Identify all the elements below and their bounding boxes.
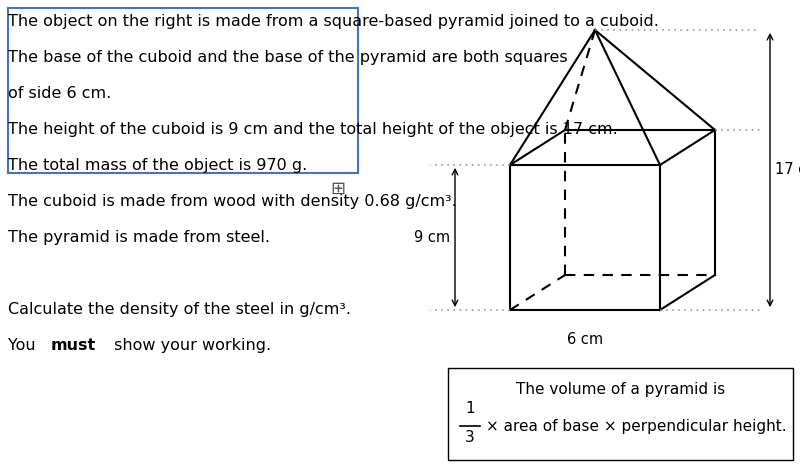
Text: The base of the cuboid and the base of the pyramid are both squares: The base of the cuboid and the base of t…: [8, 50, 568, 65]
Text: The cuboid is made from wood with density 0.68 g/cm³.: The cuboid is made from wood with densit…: [8, 194, 457, 209]
Text: 6 cm: 6 cm: [567, 332, 603, 347]
Text: You: You: [8, 338, 41, 353]
Text: The height of the cuboid is 9 cm and the total height of the object is 17 cm.: The height of the cuboid is 9 cm and the…: [8, 122, 618, 137]
Text: The volume of a pyramid is: The volume of a pyramid is: [516, 382, 725, 397]
Text: × area of base × perpendicular height.: × area of base × perpendicular height.: [486, 418, 786, 433]
Text: The total mass of the object is 970 g.: The total mass of the object is 970 g.: [8, 158, 307, 173]
Text: 3: 3: [465, 430, 475, 445]
Text: 1: 1: [465, 401, 475, 416]
Text: must: must: [50, 338, 95, 353]
Text: The object on the right is made from a square-based pyramid joined to a cuboid.: The object on the right is made from a s…: [8, 14, 659, 29]
Text: Calculate the density of the steel in g/cm³.: Calculate the density of the steel in g/…: [8, 302, 351, 317]
Text: 17 cm: 17 cm: [775, 163, 800, 178]
Text: 9 cm: 9 cm: [414, 230, 450, 245]
Text: show your working.: show your working.: [109, 338, 270, 353]
Text: ⊞: ⊞: [330, 180, 346, 198]
Bar: [8, 8, 358, 173]
Text: of side 6 cm.: of side 6 cm.: [8, 86, 111, 101]
Bar: [448, 368, 793, 460]
Text: The pyramid is made from steel.: The pyramid is made from steel.: [8, 230, 270, 245]
